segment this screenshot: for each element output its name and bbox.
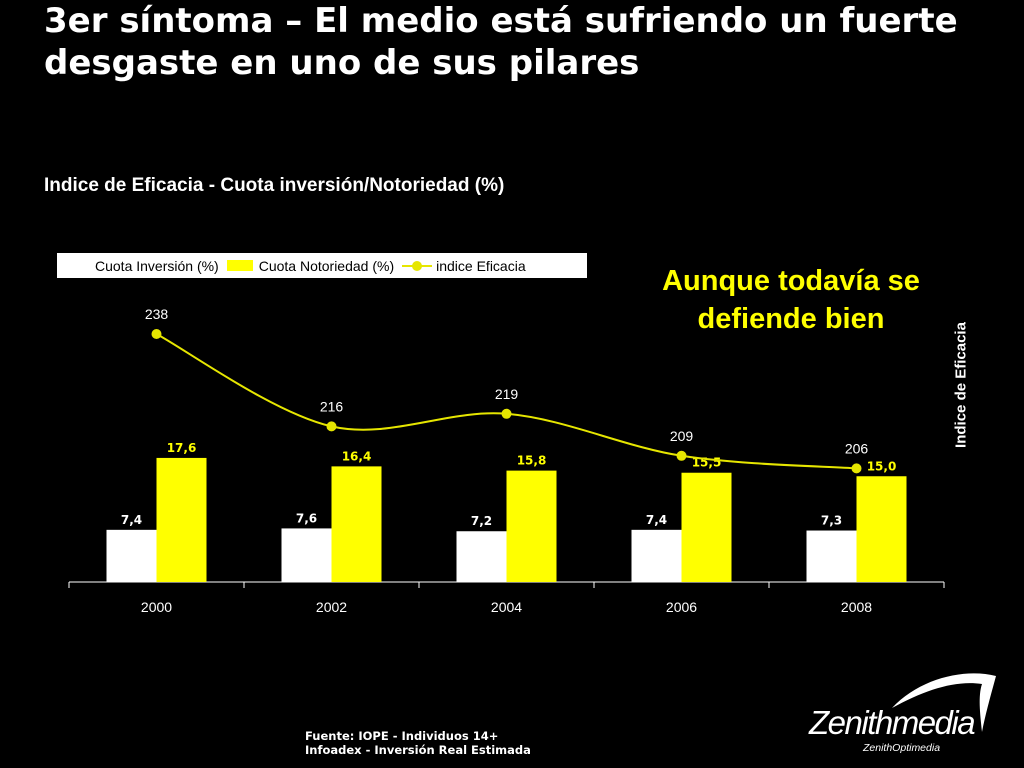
logo-wordmark: Zenithmedia xyxy=(809,704,976,741)
data-label-cuota-notoriedad: 17,6 xyxy=(167,441,197,455)
point-indice-eficacia xyxy=(676,450,687,461)
zenithmedia-logo: Zenithmedia ZenithOptimedia xyxy=(805,668,1005,758)
bar-cuota-notoriedad xyxy=(506,470,557,582)
data-label-cuota-notoriedad: 16,4 xyxy=(342,449,372,463)
x-tick-label: 2008 xyxy=(841,599,872,615)
point-indice-eficacia xyxy=(326,421,337,432)
data-label-cuota-inversion: 7,6 xyxy=(296,511,317,525)
data-label-cuota-inversion: 7,3 xyxy=(821,514,842,528)
source-line-1: Fuente: IOPE - Individuos 14+ xyxy=(305,729,499,743)
point-indice-eficacia xyxy=(501,408,512,419)
legend-item-cuota-notoriedad: Cuota Notoriedad (%) xyxy=(226,257,395,274)
source-line-2: Infoadex - Inversión Real Estimada xyxy=(305,743,531,757)
source-note: Fuente: IOPE - Individuos 14+ Infoadex -… xyxy=(305,729,531,757)
legend-item-indice-eficacia: indice Eficacia xyxy=(402,258,526,274)
bar-cuota-inversion xyxy=(631,529,682,582)
legend-swatch-line xyxy=(402,260,433,272)
chart-title: Indice de Eficacia - Cuota inversión/Not… xyxy=(44,175,505,196)
data-label-indice-eficacia: 209 xyxy=(670,428,694,444)
data-label-indice-eficacia: 206 xyxy=(845,440,869,456)
data-label-cuota-inversion: 7,4 xyxy=(121,513,142,527)
bar-cuota-notoriedad xyxy=(331,466,382,582)
bar-cuota-inversion xyxy=(806,530,857,582)
bar-cuota-notoriedad xyxy=(156,457,207,582)
data-label-indice-eficacia: 216 xyxy=(320,398,344,414)
data-label-cuota-inversion: 7,4 xyxy=(646,513,667,527)
bar-cuota-inversion xyxy=(281,528,332,582)
x-tick-label: 2006 xyxy=(666,599,697,615)
legend-swatch-yellow xyxy=(226,260,253,271)
legend-item-cuota-inversion: Cuota Inversión (%) xyxy=(63,258,219,274)
legend-label: Cuota Inversión (%) xyxy=(95,257,219,274)
data-label-cuota-inversion: 7,2 xyxy=(471,514,492,528)
x-tick-label: 2004 xyxy=(491,599,522,615)
point-indice-eficacia xyxy=(851,463,862,474)
legend-label: Cuota Notoriedad (%) xyxy=(258,257,395,274)
slide-title: 3er síntoma – El medio está sufriendo un… xyxy=(44,1,958,83)
legend-swatch-white xyxy=(63,260,89,271)
bar-cuota-notoriedad xyxy=(856,476,907,582)
x-tick-label: 2000 xyxy=(141,599,172,615)
callout-text: Aunque todavía se defiende bien xyxy=(662,265,920,335)
data-label-indice-eficacia: 238 xyxy=(145,306,169,322)
data-label-indice-eficacia: 219 xyxy=(495,386,519,402)
chart-legend: Cuota Inversión (%) Cuota Notoriedad (%)… xyxy=(57,253,587,278)
bar-cuota-inversion xyxy=(106,529,157,582)
bar-cuota-inversion xyxy=(456,531,507,582)
data-label-cuota-notoriedad: 15,8 xyxy=(517,454,547,468)
logo-swoosh-icon xyxy=(892,673,996,732)
bar-cuota-notoriedad xyxy=(681,472,732,582)
legend-label: indice Eficacia xyxy=(436,257,526,274)
point-indice-eficacia xyxy=(151,329,162,339)
x-tick-label: 2002 xyxy=(316,599,347,615)
data-label-cuota-notoriedad: 15,0 xyxy=(867,459,897,473)
logo-subtitle: ZenithOptimedia xyxy=(863,742,941,754)
